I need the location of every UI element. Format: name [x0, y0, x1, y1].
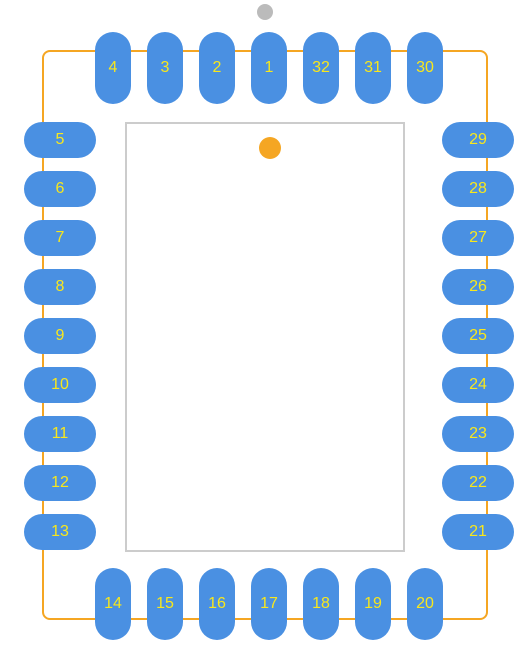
pad-21: 21 [442, 514, 514, 550]
pad-19: 19 [355, 568, 391, 640]
pad-4: 4 [95, 32, 131, 104]
pad-9: 9 [24, 318, 96, 354]
pad-29: 29 [442, 122, 514, 158]
pad-25: 25 [442, 318, 514, 354]
pad-1: 1 [251, 32, 287, 104]
top-marker-dot [257, 4, 273, 20]
pin1-orientation-dot [259, 137, 281, 159]
pcb-footprint-diagram: 4321323130 14151617181920 5678910111213 … [0, 0, 530, 668]
pad-31: 31 [355, 32, 391, 104]
pad-23: 23 [442, 416, 514, 452]
pad-16: 16 [199, 568, 235, 640]
pad-17: 17 [251, 568, 287, 640]
pad-22: 22 [442, 465, 514, 501]
pad-10: 10 [24, 367, 96, 403]
pad-2: 2 [199, 32, 235, 104]
pad-30: 30 [407, 32, 443, 104]
pad-26: 26 [442, 269, 514, 305]
pad-18: 18 [303, 568, 339, 640]
pad-20: 20 [407, 568, 443, 640]
pad-24: 24 [442, 367, 514, 403]
pad-3: 3 [147, 32, 183, 104]
pad-8: 8 [24, 269, 96, 305]
pad-5: 5 [24, 122, 96, 158]
pad-7: 7 [24, 220, 96, 256]
pad-12: 12 [24, 465, 96, 501]
pad-14: 14 [95, 568, 131, 640]
pad-28: 28 [442, 171, 514, 207]
package-body [125, 122, 405, 552]
pad-32: 32 [303, 32, 339, 104]
pad-6: 6 [24, 171, 96, 207]
pad-15: 15 [147, 568, 183, 640]
pad-11: 11 [24, 416, 96, 452]
pad-27: 27 [442, 220, 514, 256]
pad-13: 13 [24, 514, 96, 550]
